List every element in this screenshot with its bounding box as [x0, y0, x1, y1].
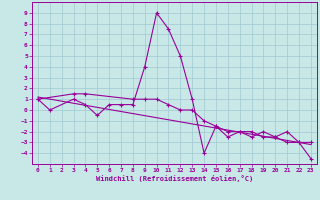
X-axis label: Windchill (Refroidissement éolien,°C): Windchill (Refroidissement éolien,°C): [96, 175, 253, 182]
